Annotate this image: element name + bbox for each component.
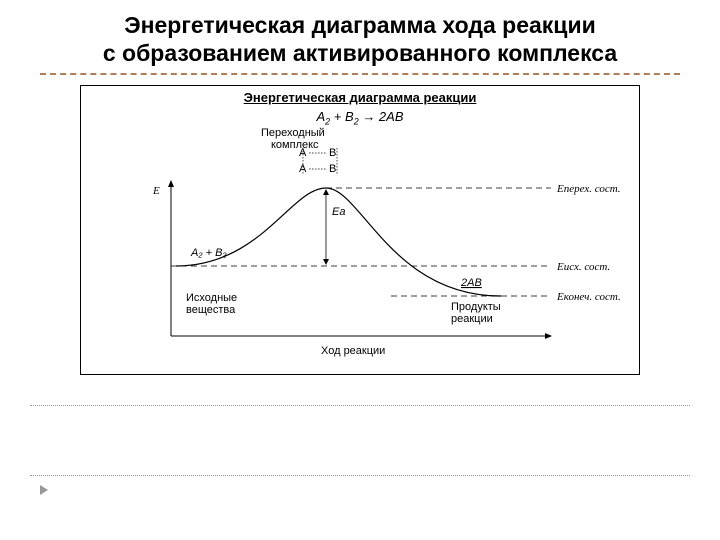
separator-1 xyxy=(30,405,690,406)
svg-text:Eперех. сост.: Eперех. сост. xyxy=(556,183,621,195)
svg-text:Исходные: Исходные xyxy=(186,292,237,304)
title-line-2: с образованием активированного комплекса xyxy=(20,40,700,68)
title-line-1: Энергетическая диаграмма хода реакции xyxy=(20,12,700,40)
eq-plus: + B xyxy=(330,109,354,124)
diagram-box-title: Энергетическая диаграмма реакции xyxy=(81,86,639,105)
svg-text:Переходный: Переходный xyxy=(261,127,325,139)
reaction-equation: A2 + B2 → 2AB xyxy=(81,109,639,127)
svg-text:Eконеч. сост.: Eконеч. сост. xyxy=(556,291,621,303)
separator-2 xyxy=(30,475,690,476)
svg-text:B: B xyxy=(329,147,336,159)
svg-text:E: E xyxy=(152,185,160,197)
svg-text:Ход реакции: Ход реакции xyxy=(321,345,385,357)
svg-text:реакции: реакции xyxy=(451,313,493,325)
energy-diagram-svg: ABAB ПереходныйкомплексEA₂ + B₂Исходныев… xyxy=(81,126,641,376)
diagram-box: Энергетическая диаграмма реакции A2 + B2… xyxy=(80,85,640,375)
eq-A: A xyxy=(317,109,326,124)
eq-arrow: → 2AB xyxy=(359,109,404,124)
main-title: Энергетическая диаграмма хода реакции с … xyxy=(0,0,720,71)
svg-text:Eа: Eа xyxy=(332,206,345,218)
svg-text:A₂ + B₂: A₂ + B₂ xyxy=(190,247,227,259)
svg-text:вещества: вещества xyxy=(186,304,236,316)
svg-text:Продукты: Продукты xyxy=(451,301,501,313)
svg-text:комплекс: комплекс xyxy=(271,139,319,151)
title-underline xyxy=(40,73,680,75)
svg-text:Eисх. сост.: Eисх. сост. xyxy=(556,261,610,273)
bullet-icon xyxy=(40,485,48,495)
svg-text:2AB: 2AB xyxy=(460,277,482,289)
svg-text:B: B xyxy=(329,163,336,175)
